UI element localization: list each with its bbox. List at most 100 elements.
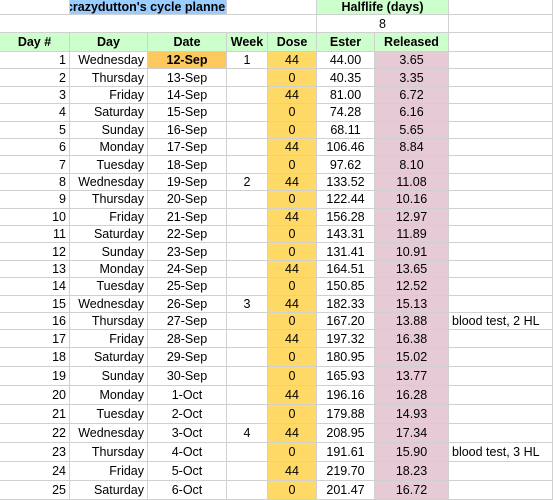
table-cell: 44 xyxy=(268,86,317,105)
table-cell: 44 xyxy=(268,139,317,157)
empty-cell xyxy=(227,243,268,261)
empty-cell xyxy=(449,243,553,261)
table-cell: 14.93 xyxy=(375,404,449,424)
table-cell: blood test, 3 HL xyxy=(449,442,553,462)
table-cell: 44.00 xyxy=(317,52,375,70)
table-cell: 20 xyxy=(0,385,70,405)
table-cell: 10.16 xyxy=(375,191,449,209)
empty-cell xyxy=(449,104,553,122)
table-cell: 0 xyxy=(268,442,317,462)
table-cell: Saturday xyxy=(70,480,148,500)
column-header: Week xyxy=(227,33,268,52)
cell xyxy=(227,0,317,15)
table-cell: 29-Sep xyxy=(148,347,227,367)
table-cell: 3 xyxy=(227,295,268,313)
empty-cell xyxy=(449,86,553,105)
table-cell: 2-Oct xyxy=(148,404,227,424)
table-cell: 0 xyxy=(268,278,317,296)
empty-cell xyxy=(449,480,553,500)
table-cell: 1 xyxy=(0,52,70,70)
table-cell: 15.13 xyxy=(375,295,449,313)
empty-cell xyxy=(227,366,268,386)
table-cell: 150.85 xyxy=(317,278,375,296)
cell xyxy=(0,0,70,15)
table-cell: Sunday xyxy=(70,243,148,261)
table-cell: 16.38 xyxy=(375,330,449,348)
table-cell: Tuesday xyxy=(70,404,148,424)
column-header: Dose xyxy=(268,33,317,52)
empty-cell xyxy=(227,347,268,367)
table-cell: 30-Sep xyxy=(148,366,227,386)
empty-cell xyxy=(449,347,553,367)
table-cell: 14 xyxy=(0,278,70,296)
table-cell: Thursday xyxy=(70,442,148,462)
table-cell: 0 xyxy=(268,104,317,122)
table-cell: 3 xyxy=(0,86,70,105)
table-cell: 19 xyxy=(0,366,70,386)
table-cell: Monday xyxy=(70,385,148,405)
empty-cell xyxy=(449,52,553,70)
table-cell: 9 xyxy=(0,191,70,209)
table-cell: 4 xyxy=(227,423,268,443)
table-cell: 44 xyxy=(268,461,317,481)
table-cell: 5-Oct xyxy=(148,461,227,481)
table-cell: Sunday xyxy=(70,121,148,139)
table-cell: 15-Sep xyxy=(148,104,227,122)
table-cell: 5 xyxy=(0,121,70,139)
table-cell: Wednesday xyxy=(70,52,148,70)
table-cell: 4-Oct xyxy=(148,442,227,462)
table-cell: Thursday xyxy=(70,191,148,209)
table-cell: 24 xyxy=(0,461,70,481)
table-cell: 12 xyxy=(0,243,70,261)
empty-cell xyxy=(449,139,553,157)
empty-cell xyxy=(227,461,268,481)
table-cell: Sunday xyxy=(70,366,148,386)
table-cell: Saturday xyxy=(70,104,148,122)
table-cell: 1 xyxy=(227,52,268,70)
empty-cell xyxy=(227,404,268,424)
table-cell: Saturday xyxy=(70,347,148,367)
table-cell: 106.46 xyxy=(317,139,375,157)
table-cell: Tuesday xyxy=(70,156,148,174)
table-cell: 16 xyxy=(0,313,70,331)
table-cell: 5.65 xyxy=(375,121,449,139)
table-cell: 10.91 xyxy=(375,243,449,261)
table-cell: 0 xyxy=(268,480,317,500)
table-cell: Friday xyxy=(70,330,148,348)
empty-cell xyxy=(227,313,268,331)
empty-cell xyxy=(227,156,268,174)
table-cell: 44 xyxy=(268,295,317,313)
table-cell: 179.88 xyxy=(317,404,375,424)
cell xyxy=(449,15,553,33)
table-cell: 21-Sep xyxy=(148,208,227,226)
empty-cell xyxy=(227,121,268,139)
table-cell: Wednesday xyxy=(70,423,148,443)
table-cell: 12.97 xyxy=(375,208,449,226)
table-cell: 12-Sep xyxy=(148,52,227,70)
cell xyxy=(449,0,553,15)
empty-cell xyxy=(449,385,553,405)
table-cell: 16-Sep xyxy=(148,121,227,139)
empty-cell xyxy=(449,121,553,139)
table-cell: 11.08 xyxy=(375,173,449,192)
table-cell: 16.28 xyxy=(375,385,449,405)
column-header: Day # xyxy=(0,33,70,52)
table-cell: 182.33 xyxy=(317,295,375,313)
table-cell: 11.89 xyxy=(375,226,449,244)
table-cell: 13.77 xyxy=(375,366,449,386)
empty-cell xyxy=(227,278,268,296)
table-cell: 8 xyxy=(0,173,70,192)
table-cell: 143.31 xyxy=(317,226,375,244)
table-cell: 133.52 xyxy=(317,173,375,192)
table-cell: 25 xyxy=(0,480,70,500)
empty-cell xyxy=(227,104,268,122)
empty-cell xyxy=(449,69,553,87)
table-cell: Saturday xyxy=(70,226,148,244)
table-cell: blood test, 2 HL xyxy=(449,313,553,331)
table-cell: 15 xyxy=(0,295,70,313)
table-cell: 131.41 xyxy=(317,243,375,261)
table-cell: 0 xyxy=(268,156,317,174)
empty-cell xyxy=(449,461,553,481)
table-cell: 0 xyxy=(268,191,317,209)
